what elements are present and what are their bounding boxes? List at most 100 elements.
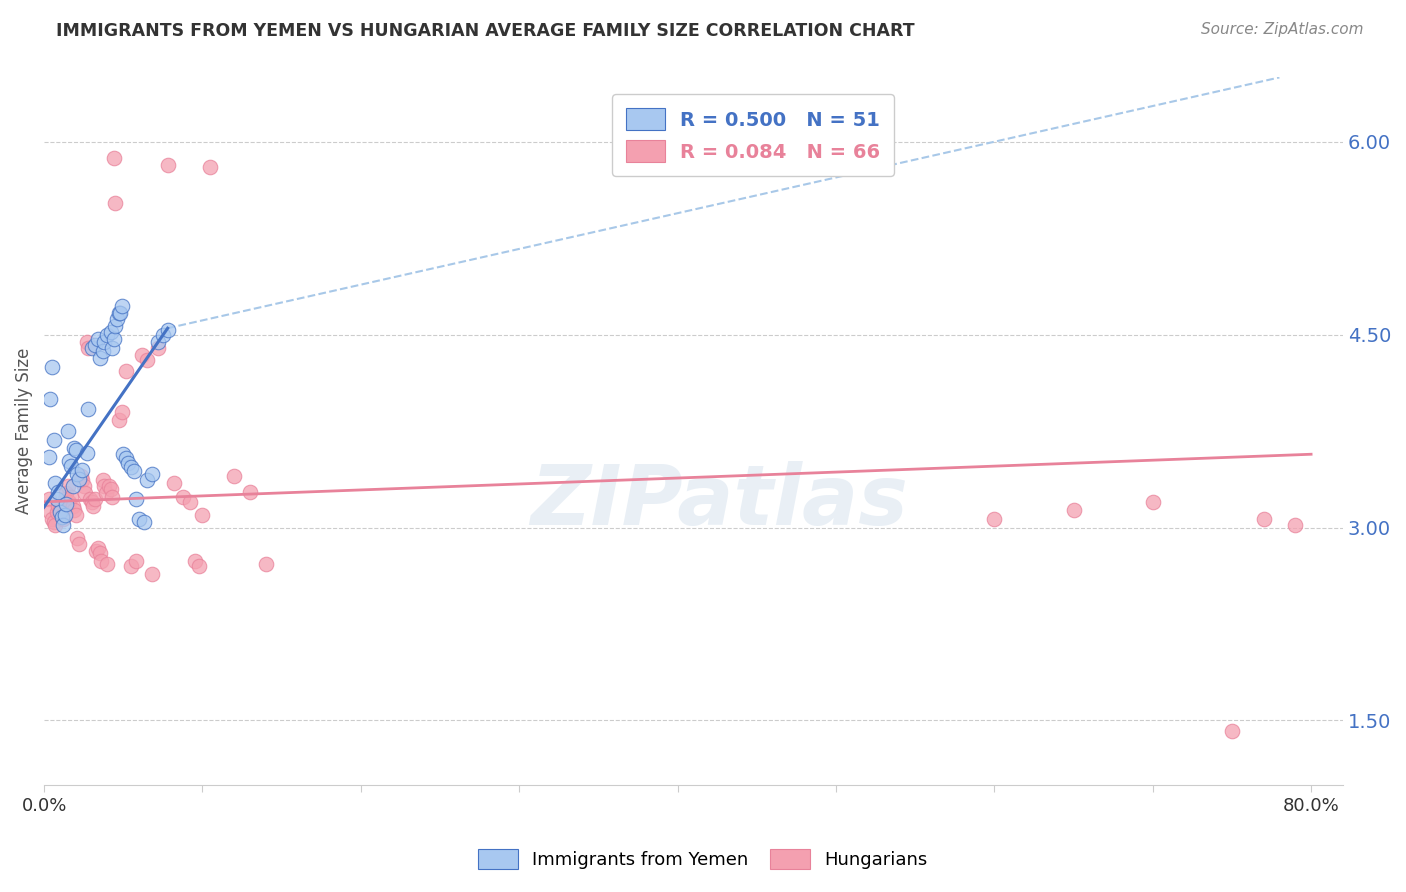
Point (90, 554, 112, 568)
Point (111, 405, 134, 419)
Point (128, 511, 150, 525)
Text: Source: ZipAtlas.com: Source: ZipAtlas.com (1201, 22, 1364, 37)
Point (83, 338, 105, 352)
Point (125, 554, 148, 568)
Point (66, 531, 89, 545)
Point (49, 505, 72, 519)
Point (96, 557, 118, 571)
Point (136, 353, 159, 368)
Point (112, 447, 135, 461)
Point (48, 484, 70, 499)
Point (77, 341, 100, 355)
Point (103, 152, 125, 166)
Point (42, 433, 65, 447)
Point (51, 508, 73, 522)
Point (104, 196, 127, 211)
Point (146, 335, 169, 350)
Point (98, 479, 121, 493)
Point (156, 322, 179, 336)
Point (172, 490, 194, 504)
Point (70, 473, 93, 487)
Point (1220, 723, 1243, 738)
Point (73, 479, 96, 493)
Point (70, 463, 93, 477)
Point (62, 499, 84, 513)
Point (44, 475, 66, 490)
Point (120, 460, 142, 475)
Point (136, 473, 159, 487)
Point (1142, 495, 1164, 509)
Point (53, 508, 76, 522)
Point (103, 331, 125, 345)
Point (120, 559, 142, 574)
Point (105, 312, 128, 326)
Point (63, 441, 86, 455)
Y-axis label: Average Family Size: Average Family Size (15, 348, 32, 515)
Point (65, 508, 87, 522)
Point (82, 499, 104, 513)
Point (163, 475, 186, 490)
Point (93, 479, 115, 493)
Point (83, 492, 105, 507)
Point (179, 495, 201, 509)
Point (96, 327, 118, 342)
Point (125, 492, 148, 507)
Point (38, 492, 60, 507)
Point (111, 299, 134, 313)
Point (80, 341, 103, 355)
Point (224, 469, 246, 483)
Point (107, 306, 129, 320)
Point (100, 325, 122, 339)
Point (44, 518, 66, 533)
Point (156, 158, 179, 172)
Point (63, 502, 86, 516)
Point (69, 469, 91, 483)
Point (52, 511, 75, 525)
Point (983, 511, 1005, 525)
Legend: Immigrants from Yemen, Hungarians: Immigrants from Yemen, Hungarians (470, 839, 936, 879)
Point (66, 467, 89, 481)
Text: IMMIGRANTS FROM YEMEN VS HUNGARIAN AVERAGE FAMILY SIZE CORRELATION CHART: IMMIGRANTS FROM YEMEN VS HUNGARIAN AVERA… (56, 22, 915, 40)
Point (48, 499, 70, 513)
Point (131, 348, 153, 362)
Point (49, 502, 72, 516)
Point (191, 508, 214, 522)
Point (53, 492, 76, 507)
Point (101, 341, 124, 355)
Point (55, 497, 77, 511)
Point (104, 318, 127, 333)
Point (56, 479, 79, 493)
Point (108, 306, 131, 320)
Point (80, 495, 103, 509)
Point (152, 327, 174, 342)
Point (117, 456, 139, 470)
Point (76, 446, 98, 460)
Point (86, 543, 108, 558)
Point (254, 557, 277, 571)
Point (183, 554, 205, 568)
Point (45, 505, 67, 519)
Point (45, 492, 67, 507)
Point (87, 541, 110, 555)
Point (51, 510, 73, 524)
Point (115, 451, 138, 466)
Point (1253, 511, 1275, 525)
Point (41, 511, 63, 525)
Point (60, 490, 83, 504)
Point (1063, 502, 1085, 516)
Point (39, 505, 62, 519)
Point (91, 344, 114, 359)
Point (200, 161, 222, 175)
Point (87, 331, 110, 345)
Point (188, 559, 211, 574)
Text: ZIPatlas: ZIPatlas (530, 461, 908, 542)
Point (141, 566, 163, 581)
Point (146, 341, 169, 355)
Point (56, 424, 79, 438)
Point (58, 453, 80, 467)
Point (115, 364, 138, 378)
Point (39, 392, 62, 406)
Point (67, 472, 90, 486)
Point (141, 467, 163, 481)
Point (62, 479, 84, 493)
